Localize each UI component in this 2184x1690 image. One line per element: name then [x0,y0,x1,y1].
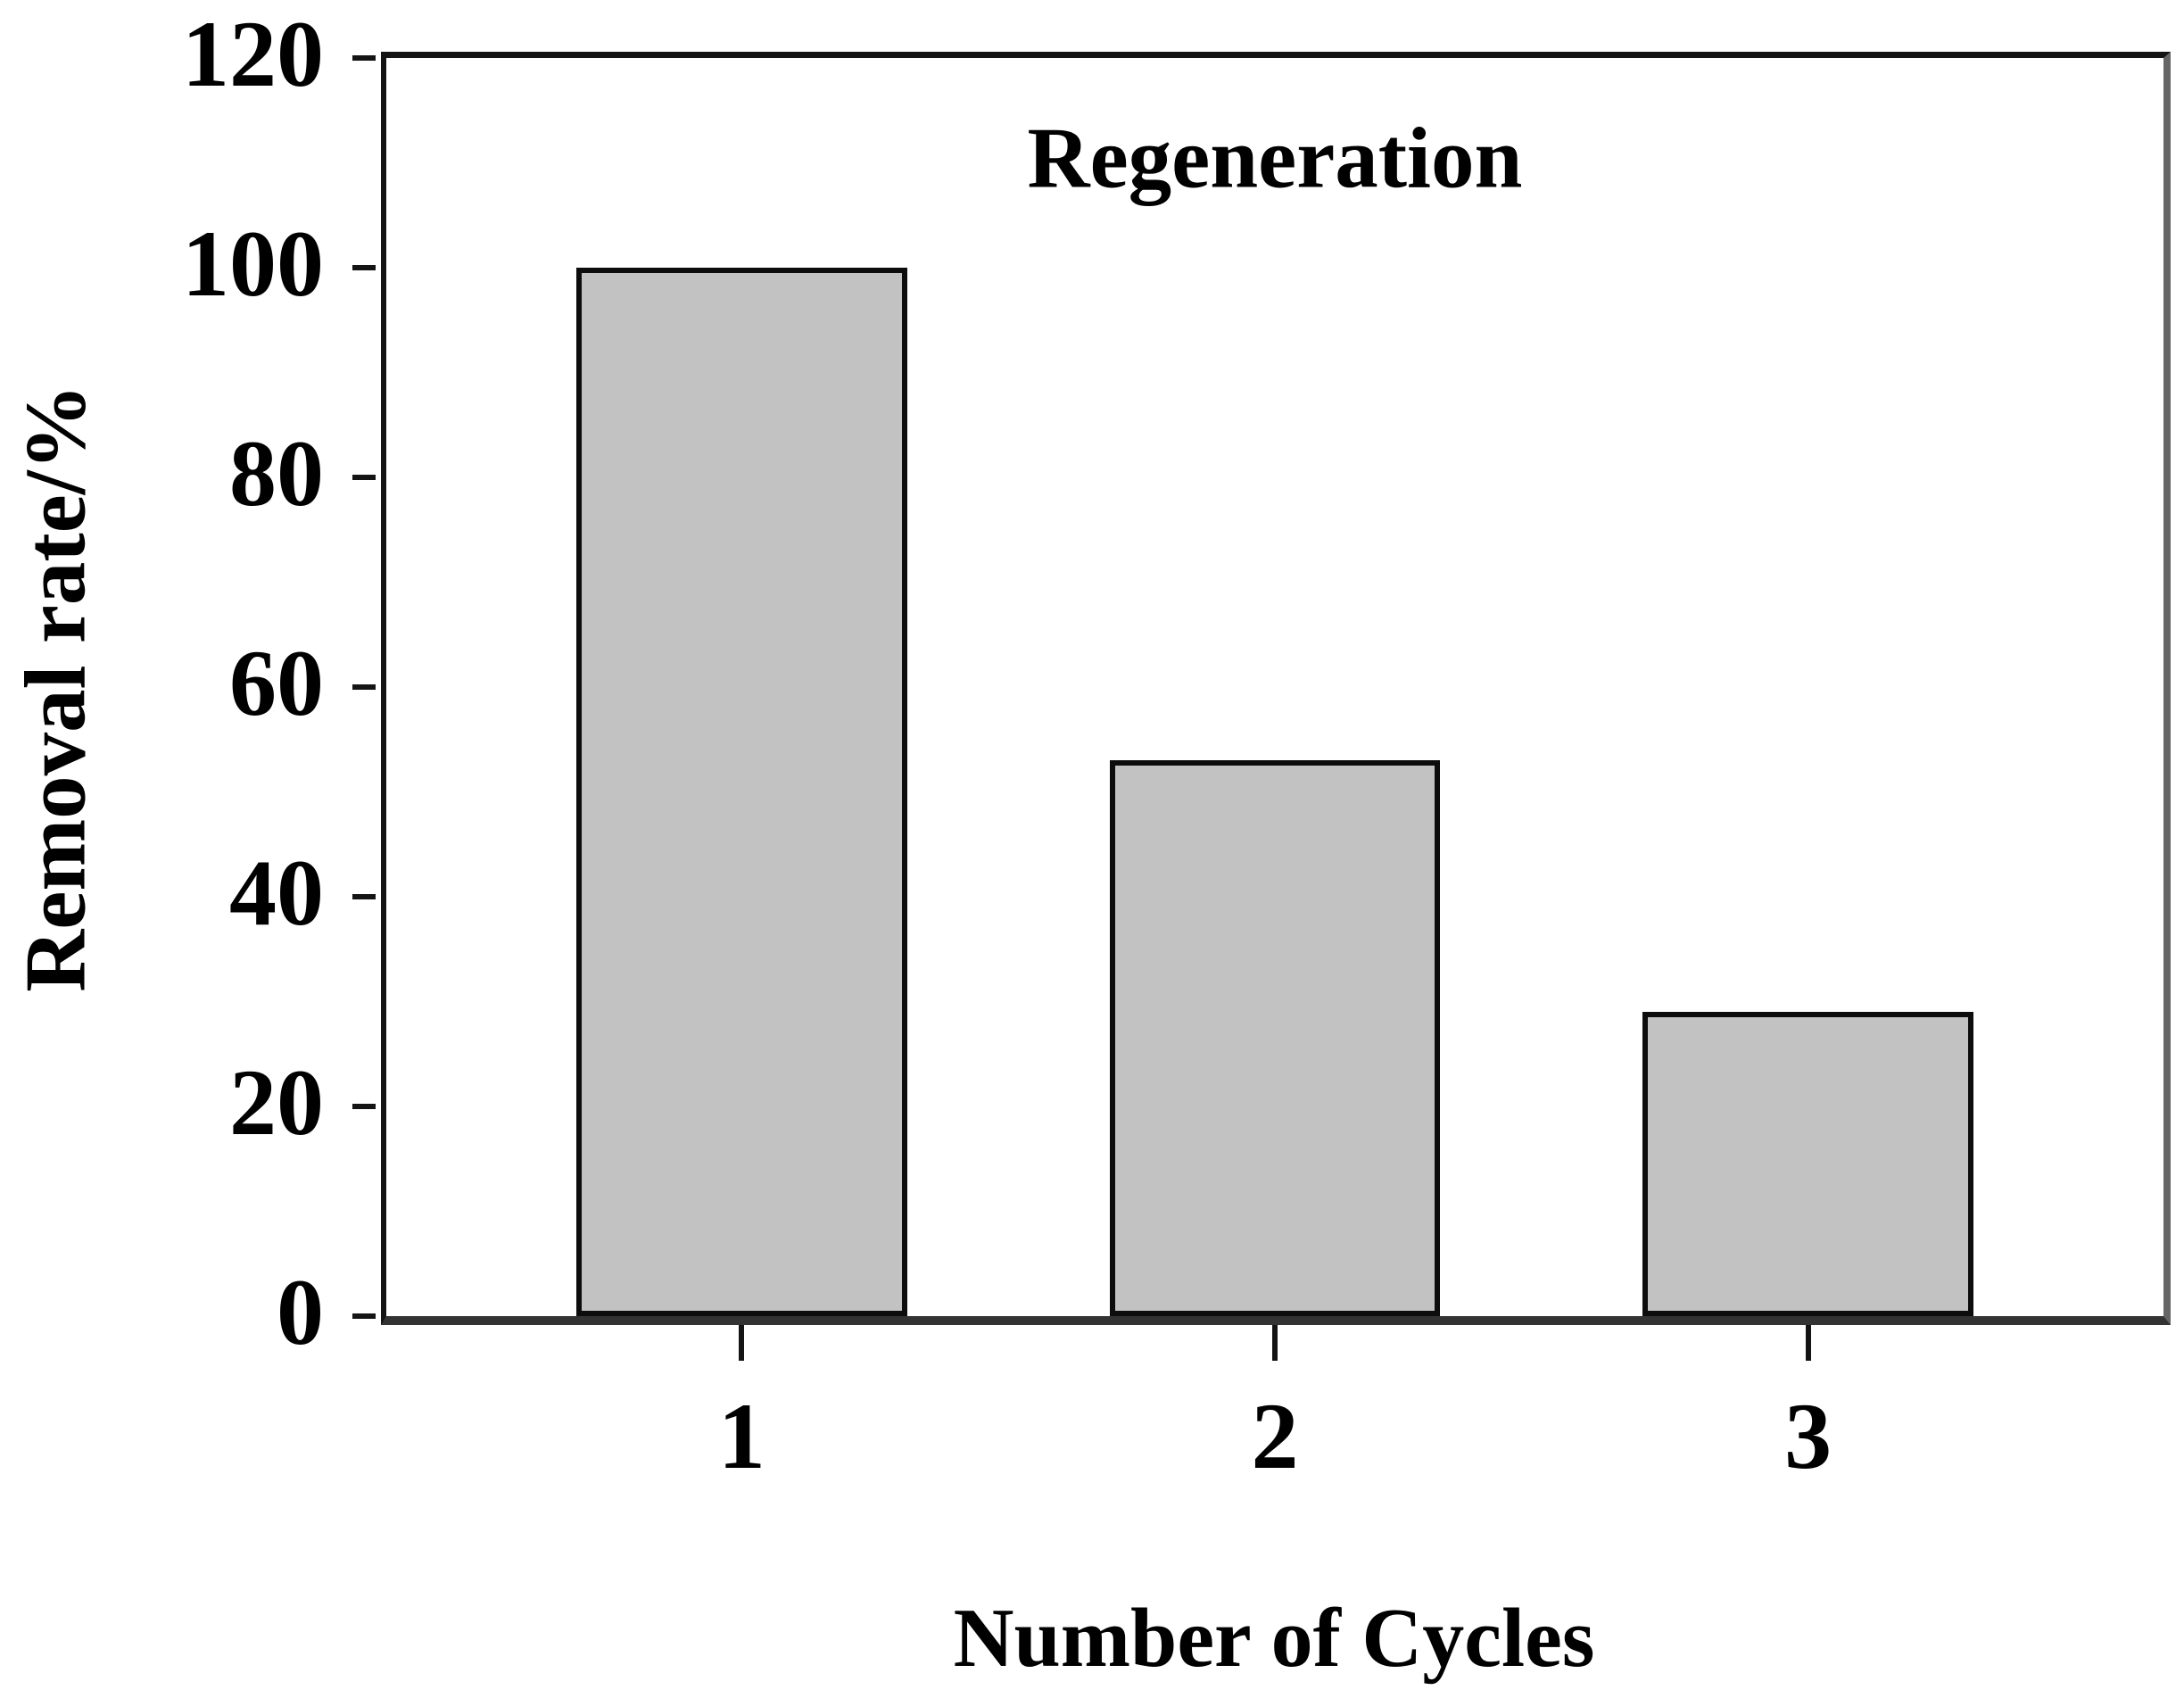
y-axis-tick [352,265,376,270]
x-axis-tick [739,1325,745,1361]
chart-title: Regeneration [1027,110,1523,206]
y-tick-label: 40 [229,840,324,945]
bar-cycle-1 [576,268,907,1316]
y-axis-label: Removal rate/% [7,384,103,992]
plot-area: Regeneration 0 20 40 60 80 100 120 1 2 3 [182,6,2171,1484]
y-tick-label: 0 [277,1259,324,1364]
x-axis-tick [1272,1325,1278,1361]
y-tick-label: 100 [182,211,324,316]
x-tick-label: 3 [1784,1384,1832,1488]
y-axis-tick [352,684,376,690]
y-axis-tick [352,894,376,899]
bar-cycle-2 [1109,760,1441,1316]
x-axis-label: Number of Cycles [953,1592,1595,1685]
x-axis-tick [1805,1325,1811,1361]
x-tick-label: 2 [1251,1384,1299,1488]
y-tick-label: 20 [229,1049,324,1155]
y-tick-label: 80 [229,420,324,526]
y-axis-tick [352,1313,376,1319]
y-axis-tick [352,475,376,480]
x-tick-label: 1 [717,1384,765,1488]
y-tick-label: 60 [229,630,324,735]
y-axis-tick [352,1104,376,1109]
y-tick-label: 120 [182,1,324,106]
bar-cycle-3 [1642,1012,1973,1316]
y-axis-tick [352,55,376,61]
